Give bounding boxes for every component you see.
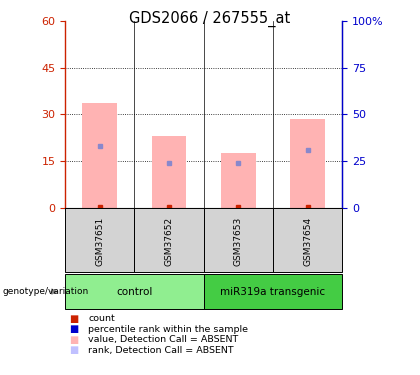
Bar [134, 208, 204, 272]
Bar [152, 136, 186, 208]
Text: GSM37651: GSM37651 [95, 217, 104, 266]
Bar [273, 208, 342, 272]
Text: GSM37654: GSM37654 [303, 217, 312, 266]
Text: genotype/variation: genotype/variation [2, 287, 88, 296]
Text: miR319a transgenic: miR319a transgenic [220, 286, 326, 297]
Bar [82, 104, 117, 208]
Text: GDS2066 / 267555_at: GDS2066 / 267555_at [129, 10, 291, 27]
Text: value, Detection Call = ABSENT: value, Detection Call = ABSENT [88, 335, 239, 344]
Bar [221, 153, 256, 208]
Bar [65, 274, 204, 309]
Text: ■: ■ [69, 335, 79, 345]
Text: control: control [116, 286, 152, 297]
Text: ■: ■ [69, 314, 79, 324]
Bar [204, 274, 342, 309]
Bar [65, 208, 134, 272]
Text: ■: ■ [69, 345, 79, 355]
Text: percentile rank within the sample: percentile rank within the sample [88, 325, 248, 334]
Text: ■: ■ [69, 324, 79, 334]
Text: rank, Detection Call = ABSENT: rank, Detection Call = ABSENT [88, 346, 234, 355]
Text: GSM37652: GSM37652 [165, 217, 173, 266]
Bar [290, 119, 325, 208]
Bar [204, 208, 273, 272]
Text: GSM37653: GSM37653 [234, 217, 243, 266]
Text: count: count [88, 314, 115, 323]
